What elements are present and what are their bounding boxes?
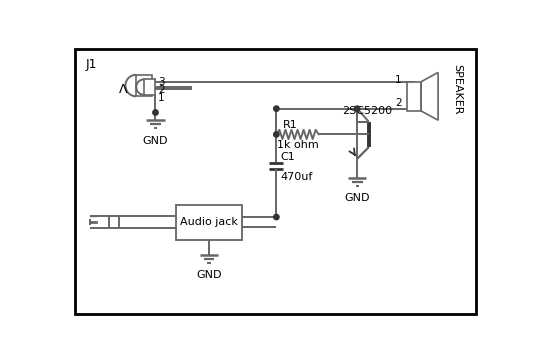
Text: 3: 3 bbox=[158, 77, 164, 87]
Circle shape bbox=[274, 214, 279, 220]
Circle shape bbox=[274, 132, 279, 137]
Bar bbox=[144, 80, 156, 95]
Polygon shape bbox=[421, 72, 438, 120]
Text: GND: GND bbox=[196, 270, 222, 280]
Text: R1: R1 bbox=[282, 120, 297, 130]
Text: 2: 2 bbox=[395, 98, 402, 108]
Text: J1: J1 bbox=[85, 58, 97, 71]
Text: 2: 2 bbox=[158, 85, 164, 95]
Bar bbox=[136, 75, 151, 96]
Circle shape bbox=[354, 106, 360, 111]
Text: 1: 1 bbox=[158, 93, 164, 103]
Text: 1k ohm: 1k ohm bbox=[277, 140, 319, 149]
Text: GND: GND bbox=[344, 193, 370, 203]
Text: 2SC5200: 2SC5200 bbox=[342, 106, 392, 116]
Text: Audio jack: Audio jack bbox=[180, 217, 238, 227]
Text: C1: C1 bbox=[280, 152, 295, 162]
Text: 470uf: 470uf bbox=[280, 172, 313, 182]
Circle shape bbox=[153, 110, 158, 115]
Text: SPEAKER: SPEAKER bbox=[452, 64, 462, 114]
Bar bbox=[176, 205, 242, 239]
Text: Λ: Λ bbox=[119, 83, 127, 96]
Text: 1: 1 bbox=[395, 75, 402, 85]
Circle shape bbox=[274, 106, 279, 111]
Text: GND: GND bbox=[143, 136, 168, 145]
Bar bbox=[407, 82, 421, 111]
